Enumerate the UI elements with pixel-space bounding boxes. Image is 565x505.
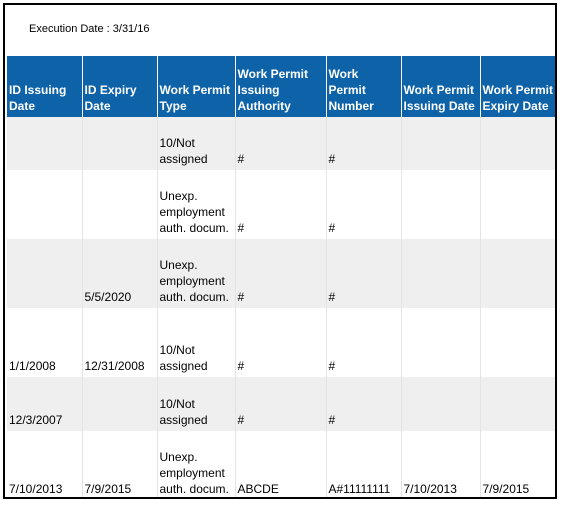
- cell-id-expiry-date: [82, 377, 158, 431]
- cell-work-permit-issuing-date: [401, 170, 481, 239]
- col-header-issuing-authority: Work Permit Issuing Authority: [235, 56, 327, 117]
- cell-work-permit-type: Unexp. employment auth. docum.: [157, 239, 236, 308]
- col-header-work-permit-type: Work Permit Type: [157, 56, 236, 117]
- cell-work-permit-type: 10/Not assigned: [157, 377, 236, 431]
- col-header-work-permit-number: Work Permit Number: [326, 56, 402, 117]
- cell-work-permit-type: Unexp. employment auth. docum.: [157, 170, 236, 239]
- cell-work-permit-number: A#11111111: [326, 431, 402, 497]
- cell-work-permit-number: #: [326, 170, 402, 239]
- cell-work-permit-issuing-date: [401, 239, 481, 308]
- work-permit-table: ID Issuing Date ID Expiry Date Work Perm…: [7, 56, 555, 497]
- cell-id-issuing-date: 12/3/2007: [7, 377, 83, 431]
- table-row: 5/5/2020 Unexp. employment auth. docum. …: [7, 239, 555, 308]
- cell-work-permit-expiry-date: 7/9/2015: [480, 431, 555, 497]
- table-header-row: ID Issuing Date ID Expiry Date Work Perm…: [7, 56, 555, 117]
- cell-issuing-authority: #: [235, 117, 327, 170]
- execution-date: Execution Date : 3/31/16: [29, 23, 150, 35]
- cell-id-issuing-date: 1/1/2008: [7, 308, 83, 377]
- table-row: 12/3/2007 10/Not assigned # #: [7, 377, 555, 431]
- cell-id-expiry-date: 12/31/2008: [82, 308, 158, 377]
- cell-id-expiry-date: 7/9/2015: [82, 431, 158, 497]
- cell-issuing-authority: #: [235, 170, 327, 239]
- cell-work-permit-expiry-date: [480, 117, 555, 170]
- cell-work-permit-expiry-date: [480, 308, 555, 377]
- cell-work-permit-issuing-date: [401, 117, 481, 170]
- cell-id-expiry-date: 5/5/2020: [82, 239, 158, 308]
- cell-issuing-authority: #: [235, 239, 327, 308]
- table-row: Unexp. employment auth. docum. # #: [7, 170, 555, 239]
- cell-work-permit-type: Unexp. employment auth. docum.: [157, 431, 236, 497]
- table-row: 10/Not assigned # #: [7, 117, 555, 170]
- cell-work-permit-expiry-date: [480, 377, 555, 431]
- cell-id-issuing-date: [7, 170, 83, 239]
- report-frame: Execution Date : 3/31/16 ID Issuing Date…: [3, 3, 557, 499]
- cell-work-permit-number: #: [326, 308, 402, 377]
- cell-work-permit-issuing-date: 7/10/2013: [401, 431, 481, 497]
- cell-work-permit-number: #: [326, 377, 402, 431]
- col-header-id-issuing-date: ID Issuing Date: [7, 56, 83, 117]
- cell-work-permit-number: #: [326, 239, 402, 308]
- table-row: 1/1/2008 12/31/2008 10/Not assigned # #: [7, 308, 555, 377]
- cell-id-expiry-date: [82, 170, 158, 239]
- cell-work-permit-expiry-date: [480, 239, 555, 308]
- cell-work-permit-number: #: [326, 117, 402, 170]
- table-row: 7/10/2013 7/9/2015 Unexp. employment aut…: [7, 431, 555, 497]
- cell-id-issuing-date: [7, 239, 83, 308]
- cell-work-permit-type: 10/Not assigned: [157, 117, 236, 170]
- cell-issuing-authority: #: [235, 308, 327, 377]
- cell-work-permit-expiry-date: [480, 170, 555, 239]
- cell-work-permit-type: 10/Not assigned: [157, 308, 236, 377]
- cell-id-issuing-date: [7, 117, 83, 170]
- col-header-work-permit-expiry-date: Work Permit Expiry Date: [480, 56, 555, 117]
- col-header-id-expiry-date: ID Expiry Date: [82, 56, 158, 117]
- cell-issuing-authority: ABCDE: [235, 431, 327, 497]
- col-header-work-permit-issuing-date: Work Permit Issuing Date: [401, 56, 481, 117]
- cell-work-permit-issuing-date: [401, 377, 481, 431]
- cell-id-expiry-date: [82, 117, 158, 170]
- cell-work-permit-issuing-date: [401, 308, 481, 377]
- cell-id-issuing-date: 7/10/2013: [7, 431, 83, 497]
- cell-issuing-authority: #: [235, 377, 327, 431]
